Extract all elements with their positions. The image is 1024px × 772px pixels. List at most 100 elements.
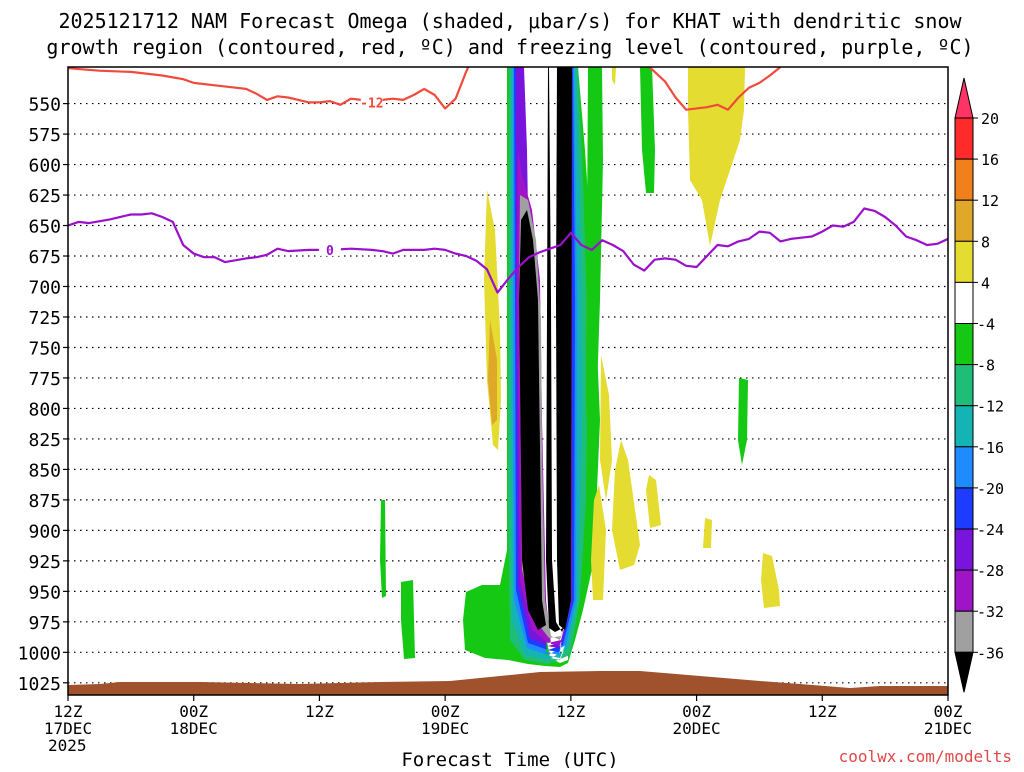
- y-tick-label: 900: [28, 521, 61, 542]
- y-tick-label: 675: [28, 247, 61, 268]
- colorbar-top-arrow: [954, 77, 974, 119]
- x-tick-label: 00Z: [431, 702, 460, 721]
- contour-label: -12: [360, 96, 383, 111]
- colorbar-swatch: [954, 240, 974, 283]
- contour-line-0: [68, 67, 470, 110]
- colorbar-label: 12: [981, 192, 999, 210]
- colorbar-swatch: [954, 364, 974, 407]
- colorbar-swatch: [954, 117, 974, 160]
- colorbar-swatch: [954, 487, 974, 530]
- omega-yellow-column-2: [591, 485, 606, 600]
- colorbar-swatch: [954, 323, 974, 366]
- colorbar-swatch: [954, 610, 974, 653]
- colorbar-label: -32: [977, 603, 1004, 621]
- chart-title-line-2: growth region (contoured, red, ºC) and f…: [46, 35, 973, 59]
- colorbar-label: 20: [981, 110, 999, 128]
- omega-yellow-column-4: [646, 475, 661, 528]
- x-tick-label: 18DEC: [170, 719, 218, 738]
- contour-line-2: [68, 207, 948, 294]
- x-tick-label: 17DEC: [44, 719, 92, 738]
- y-tick-label: 825: [28, 430, 61, 451]
- x-tick-label: 19DEC: [421, 719, 469, 738]
- y-tick-label: 625: [28, 186, 61, 207]
- colorbar-label: -8: [977, 357, 995, 375]
- colorbar-swatch: [954, 569, 974, 612]
- omega-yellow-blob-2: [761, 553, 780, 608]
- omega-orange-core-left: [488, 320, 497, 425]
- y-axis: 550 575 600 625 650 675 700 725 750 775 800 825 850 8…: [18, 95, 68, 695]
- colorbar-label: -16: [977, 439, 1004, 457]
- contour-layer: -12 0: [68, 67, 948, 294]
- x-tick-label: 21DEC: [924, 719, 972, 738]
- y-tick-label: 575: [28, 125, 61, 146]
- colorbar-label: -24: [977, 521, 1004, 539]
- terrain-ground: [68, 671, 948, 695]
- omega-green-right-column: [586, 67, 603, 520]
- x-tick-label: 12Z: [556, 702, 585, 721]
- y-tick-label: 550: [28, 95, 61, 116]
- y-tick-label: 875: [28, 491, 61, 512]
- contour-label-bg: [360, 94, 383, 109]
- colorbar-label: 4: [981, 274, 990, 292]
- y-tick-label: 1025: [18, 674, 61, 695]
- y-tick-label: 950: [28, 582, 61, 603]
- contour-label-bg: [318, 241, 341, 256]
- x-tick-label: 00Z: [179, 702, 208, 721]
- colorbar-swatch: [954, 158, 974, 201]
- y-tick-label: 700: [28, 277, 61, 298]
- x-tick-label: 00Z: [934, 702, 963, 721]
- y-tick-label: 1000: [18, 643, 61, 664]
- omega-yellow-column-1: [600, 355, 612, 500]
- omega-shading: [380, 67, 780, 667]
- colorbar-bottom-arrow: [954, 651, 974, 693]
- x-tick-label: 12Z: [808, 702, 837, 721]
- y-tick-label: 925: [28, 552, 61, 573]
- omega-black-core: [519, 67, 571, 632]
- x-tick-label: 12Z: [54, 702, 83, 721]
- credit-link[interactable]: coolwx.com/modelts: [839, 747, 1012, 766]
- colorbar-swatch: [954, 281, 974, 324]
- y-tick-label: 750: [28, 338, 61, 359]
- plot-frame: [67, 66, 949, 696]
- omega-yellow-column-3: [612, 440, 640, 570]
- colorbar-swatch: [954, 528, 974, 571]
- colorbar-swatch: [954, 405, 974, 448]
- y-tick-label: 725: [28, 308, 61, 329]
- omega-black-right: [556, 67, 572, 630]
- x-tick-label: 20DEC: [672, 719, 720, 738]
- colorbar-label: -28: [977, 562, 1004, 580]
- contour-label: 0: [326, 244, 334, 259]
- colorbar-label: -4: [977, 316, 995, 334]
- colorbar-swatch: [954, 199, 974, 242]
- y-tick-label: 775: [28, 369, 61, 390]
- x-tick-label: 00Z: [682, 702, 711, 721]
- omega-green-blob-c: [380, 500, 386, 598]
- x-tick-label: 12Z: [305, 702, 334, 721]
- colorbar-label: -20: [977, 480, 1004, 498]
- omega-green-blob-d: [401, 580, 415, 659]
- colorbar-swatch: [954, 446, 974, 489]
- colorbar: 20 16 12 8 4 -4 -8 -12 -16 -20 -24 -28 -32 -36: [954, 77, 1004, 693]
- colorbar-label: -12: [977, 398, 1004, 416]
- y-tick-label: 975: [28, 613, 61, 634]
- chart-title-line-1: 2025121712 NAM Forecast Omega (shaded, μ…: [58, 9, 962, 33]
- omega-yellow-blob-1: [703, 518, 712, 548]
- omega-green-blob-b: [738, 378, 748, 465]
- x-tick-label: 2025: [48, 736, 87, 755]
- omega-yellow-top-right: [688, 67, 745, 246]
- colorbar-label: -36: [977, 644, 1004, 662]
- colorbar-label: 16: [981, 151, 999, 169]
- contour-line-1: [648, 67, 782, 111]
- gridlines: [68, 102, 948, 684]
- y-tick-label: 850: [28, 460, 61, 481]
- y-tick-label: 650: [28, 217, 61, 238]
- y-tick-label: 800: [28, 399, 61, 420]
- y-tick-label: 600: [28, 156, 61, 177]
- omega-yellow-top-small: [612, 67, 616, 85]
- colorbar-label: 8: [981, 233, 990, 251]
- omega-green-blob-a: [640, 67, 655, 193]
- x-axis-label: Forecast Time (UTC): [401, 749, 618, 768]
